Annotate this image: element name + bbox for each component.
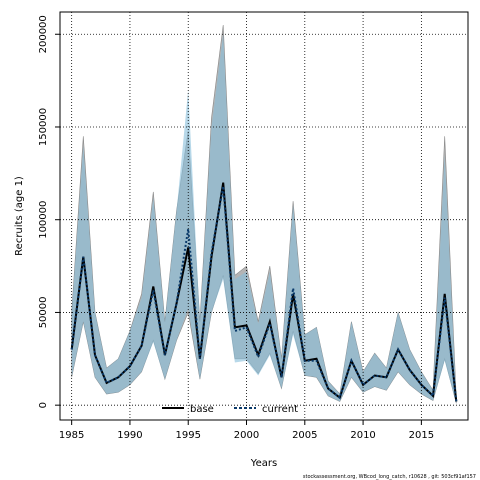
- confidence-bands: [71, 24, 457, 404]
- x-tick-label: 1985: [59, 430, 84, 441]
- x-tick-label: 1995: [176, 430, 201, 441]
- legend: base current: [162, 404, 298, 415]
- footnote: stockassessment.org, WBcod_long_catch, r…: [303, 474, 476, 480]
- x-axis: 1985 1990 1995 2000 2005 2010 2015: [59, 420, 434, 441]
- x-tick-label: 2005: [292, 430, 317, 441]
- x-tick-label: 1990: [117, 430, 142, 441]
- y-axis-title: Recruits (age 1): [14, 176, 25, 256]
- x-tick-label: 2000: [234, 430, 259, 441]
- legend-label-current: current: [262, 404, 298, 415]
- y-tick-label: 100000: [38, 201, 49, 239]
- y-axis: 0 50000 100000 150000 200000: [38, 15, 60, 408]
- plot-frame: [59, 11, 469, 421]
- band-current: [71, 34, 457, 404]
- series-lines: [70, 182, 458, 402]
- grid-lines: [60, 12, 468, 420]
- x-tick-label: 2010: [350, 430, 375, 441]
- y-tick-label: 200000: [38, 15, 49, 53]
- x-tick-label: 2015: [409, 430, 434, 441]
- legend-label-base: base: [190, 404, 214, 415]
- series-line-current: [70, 186, 458, 402]
- x-axis-title: Years: [250, 458, 277, 469]
- y-tick-label: 150000: [38, 108, 49, 146]
- y-tick-label: 0: [38, 402, 49, 408]
- y-tick-label: 50000: [38, 296, 49, 328]
